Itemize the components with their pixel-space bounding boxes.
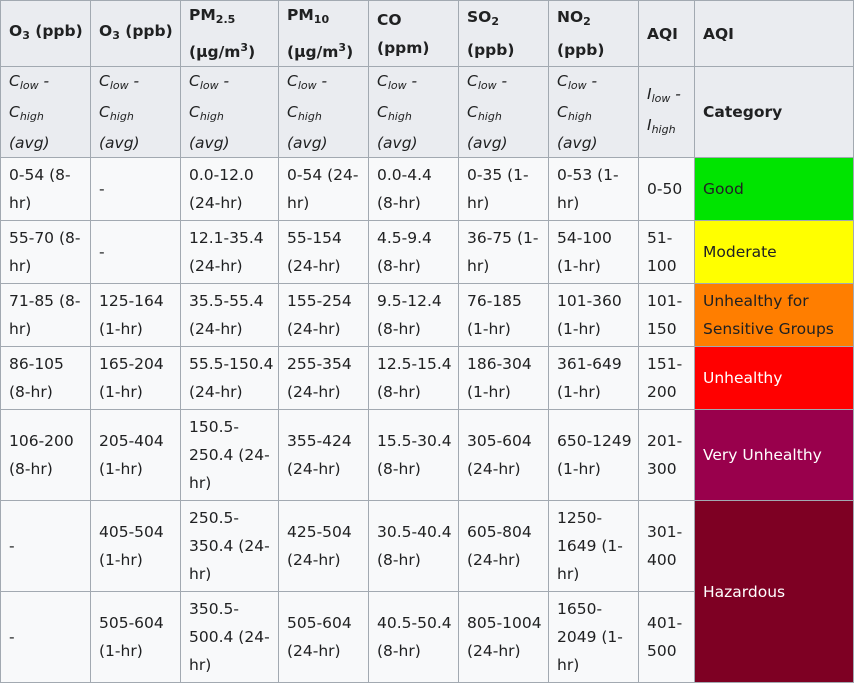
unit-header-o3-8hr: Clow - Chigh (avg) <box>0 66 91 158</box>
cell-pm25: 0.0-12.0 (24-hr) <box>180 157 279 221</box>
unit-header-pm10: Clow - Chigh (avg) <box>278 66 369 158</box>
cell-so2: 76-185 (1-hr) <box>458 283 549 347</box>
cell-o3-1hr: 125-164 (1-hr) <box>90 283 181 347</box>
cell-pm25: 12.1-35.4 (24-hr) <box>180 220 279 284</box>
cell-o3-1hr: - <box>90 220 181 284</box>
table-row: 55-70 (8-hr) -12.1-35.4 (24-hr) 55-154 (24… <box>0 220 854 284</box>
table-row: -405-504 (1-hr) 250.5-350.4 (24-hr) 425-50… <box>0 500 854 683</box>
cell-so2: 805-1004 (24-hr) <box>458 591 549 683</box>
cell-o3-1hr: 405-504 (1-hr) <box>90 500 181 592</box>
header-so2: SO2 (ppb) <box>458 0 549 67</box>
cell-no2: 54-100 (1-hr) <box>548 220 639 284</box>
cell-o3-1hr: 205-404 (1-hr) <box>90 409 181 501</box>
header-o3-1hr: O3 (ppb) <box>90 0 181 67</box>
header-o3-8hr: O3 (ppb) <box>0 0 91 67</box>
header-pm10: PM10 (μg/m3) <box>278 0 369 67</box>
cell-co: 15.5-30.4 (8-hr) <box>368 409 459 501</box>
header-row-pollutants: O3 (ppb) O3 (ppb) PM2.5 (μg/m3) PM10 (μg/m… <box>0 0 854 67</box>
cell-o3-8hr: 86-105 (8-hr) <box>0 346 91 410</box>
cell-no2: 0-53 (1-hr) <box>548 157 639 221</box>
cell-co: 12.5-15.4 (8-hr) <box>368 346 459 410</box>
cell-no2: 361-649 (1-hr) <box>548 346 639 410</box>
cell-pm10: 155-254 (24-hr) <box>278 283 369 347</box>
table-body: 0-54 (8-hr) -0.0-12.0 (24-hr) 0-54 (24-hr)… <box>0 157 854 683</box>
cell-o3-8hr: 0-54 (8-hr) <box>0 157 91 221</box>
cell-aqi: 201-300 <box>638 409 695 501</box>
unit-header-o3-1hr: Clow - Chigh (avg) <box>90 66 181 158</box>
cell-pm25: 55.5-150.4 (24-hr) <box>180 346 279 410</box>
header-pm25: PM2.5 (μg/m3) <box>180 0 279 67</box>
cell-aqi: 0-50 <box>638 157 695 221</box>
cell-category: Unhealthy for Sensitive Groups <box>694 283 854 347</box>
cell-o3-8hr: 55-70 (8-hr) <box>0 220 91 284</box>
cell-co: 0.0-4.4 (8-hr) <box>368 157 459 221</box>
cell-pm10: 425-504 (24-hr) <box>278 500 369 592</box>
cell-pm25: 35.5-55.4 (24-hr) <box>180 283 279 347</box>
cell-co: 40.5-50.4 (8-hr) <box>368 591 459 683</box>
table-row: 86-105 (8-hr) 165-204 (1-hr) 55.5-150.4 (2… <box>0 346 854 410</box>
header-aqi-index: Ilow - Ihigh <box>638 66 695 158</box>
table-row: -505-604 (1-hr) 350.5-500.4 (24-hr) 505-60… <box>0 591 854 683</box>
cell-o3-1hr: 165-204 (1-hr) <box>90 346 181 410</box>
unit-header-pm25: Clow - Chigh (avg) <box>180 66 279 158</box>
cell-aqi: 401-500 <box>638 591 695 683</box>
cell-co: 30.5-40.4 (8-hr) <box>368 500 459 592</box>
cell-o3-8hr: 106-200 (8-hr) <box>0 409 91 501</box>
cell-aqi: 101-150 <box>638 283 695 347</box>
header-co: CO (ppm) <box>368 0 459 67</box>
cell-aqi: 151-200 <box>638 346 695 410</box>
table-row: 0-54 (8-hr) -0.0-12.0 (24-hr) 0-54 (24-hr)… <box>0 157 854 221</box>
unit-header-so2: Clow - Chigh (avg) <box>458 66 549 158</box>
cell-category: Hazardous <box>694 500 854 683</box>
cell-o3-1hr: - <box>90 157 181 221</box>
cell-o3-8hr: - <box>0 500 91 592</box>
cell-pm10: 0-54 (24-hr) <box>278 157 369 221</box>
header-row-units: Clow - Chigh (avg) Clow - Chigh (avg) Clow - Ch… <box>0 66 854 158</box>
cell-no2: 101-360 (1-hr) <box>548 283 639 347</box>
cell-so2: 0-35 (1-hr) <box>458 157 549 221</box>
cell-so2: 36-75 (1-hr) <box>458 220 549 284</box>
cell-so2: 305-604 (24-hr) <box>458 409 549 501</box>
cell-no2: 1650-2049 (1-hr) <box>548 591 639 683</box>
cell-pm10: 505-604 (24-hr) <box>278 591 369 683</box>
cell-no2: 1250-1649 (1-hr) <box>548 500 639 592</box>
cell-pm25: 250.5-350.4 (24-hr) <box>180 500 279 592</box>
cell-aqi: 51-100 <box>638 220 695 284</box>
table-row: 106-200 (8-hr) 205-404 (1-hr) 150.5-250.4 … <box>0 409 854 501</box>
unit-header-no2: Clow - Chigh (avg) <box>548 66 639 158</box>
cell-co: 4.5-9.4 (8-hr) <box>368 220 459 284</box>
header-no2: NO2 (ppb) <box>548 0 639 67</box>
cell-category: Moderate <box>694 220 854 284</box>
cell-category: Good <box>694 157 854 221</box>
cell-pm10: 55-154 (24-hr) <box>278 220 369 284</box>
cell-so2: 605-804 (24-hr) <box>458 500 549 592</box>
cell-no2: 650-1249 (1-hr) <box>548 409 639 501</box>
cell-pm10: 255-354 (24-hr) <box>278 346 369 410</box>
cell-category: Unhealthy <box>694 346 854 410</box>
cell-o3-8hr: 71-85 (8-hr) <box>0 283 91 347</box>
table-row: 71-85 (8-hr) 125-164 (1-hr) 35.5-55.4 (24-… <box>0 283 854 347</box>
unit-header-co: Clow - Chigh (avg) <box>368 66 459 158</box>
cell-pm25: 150.5-250.4 (24-hr) <box>180 409 279 501</box>
cell-pm10: 355-424 (24-hr) <box>278 409 369 501</box>
cell-category: Very Unhealthy <box>694 409 854 501</box>
cell-o3-1hr: 505-604 (1-hr) <box>90 591 181 683</box>
header-aqi: AQI <box>638 0 695 67</box>
cell-aqi: 301-400 <box>638 500 695 592</box>
cell-co: 9.5-12.4 (8-hr) <box>368 283 459 347</box>
cell-pm25: 350.5-500.4 (24-hr) <box>180 591 279 683</box>
cell-so2: 186-304 (1-hr) <box>458 346 549 410</box>
header-category: Category <box>694 66 854 158</box>
cell-o3-8hr: - <box>0 591 91 683</box>
header-aqi-category: AQI <box>694 0 854 67</box>
